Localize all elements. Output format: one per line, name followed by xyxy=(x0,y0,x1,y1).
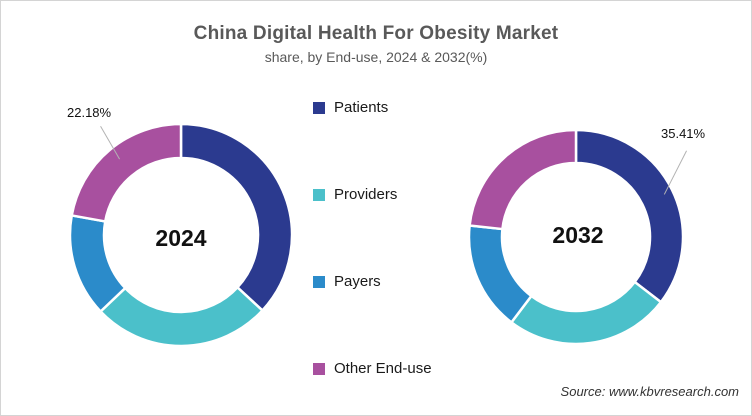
source-attribution: Source: www.kbvresearch.com xyxy=(560,384,739,399)
chart-subtitle: share, by End-use, 2024 & 2032(%) xyxy=(264,49,488,65)
legend-item-other-end-use: Other End-use xyxy=(313,360,432,377)
donut-2032-center-label: 2032 xyxy=(552,222,604,248)
donut-2032-segment-payers xyxy=(467,224,533,324)
donut-chart-2032 xyxy=(467,128,685,346)
donut-2024-center-label: 2024 xyxy=(155,225,207,251)
donut-2024-segment-providers xyxy=(99,286,264,348)
chart-title: China Digital Health For Obesity Market xyxy=(193,23,559,44)
callout-2032-patients: 35.41% xyxy=(661,126,706,141)
legend-label-providers: Providers xyxy=(334,186,398,203)
donut-chart-2024 xyxy=(68,122,294,348)
legend-label-payers: Payers xyxy=(334,273,381,290)
legend-label-other-end-use: Other End-use xyxy=(334,360,432,377)
legend-item-patients: Patients xyxy=(313,99,388,116)
donut-2032-segment-patients xyxy=(574,128,685,304)
legend-swatch-patients xyxy=(313,101,325,114)
donut-2032-segment-providers xyxy=(510,280,663,346)
donut-2024-segment-payers xyxy=(68,214,127,313)
legend-item-payers: Payers xyxy=(313,273,381,290)
callout-2024-other-end-use: 22.18% xyxy=(67,105,112,120)
donut-2024-segment-other-end-use xyxy=(70,122,183,223)
legend-swatch-providers xyxy=(313,188,325,201)
legend-swatch-other-end-use xyxy=(313,362,325,375)
legend-label-patients: Patients xyxy=(334,99,389,116)
legend-item-providers: Providers xyxy=(313,186,397,203)
donut-2024-segment-patients xyxy=(179,122,294,312)
donut-2032-segment-other-end-use xyxy=(468,128,578,231)
legend-swatch-payers xyxy=(313,275,325,288)
